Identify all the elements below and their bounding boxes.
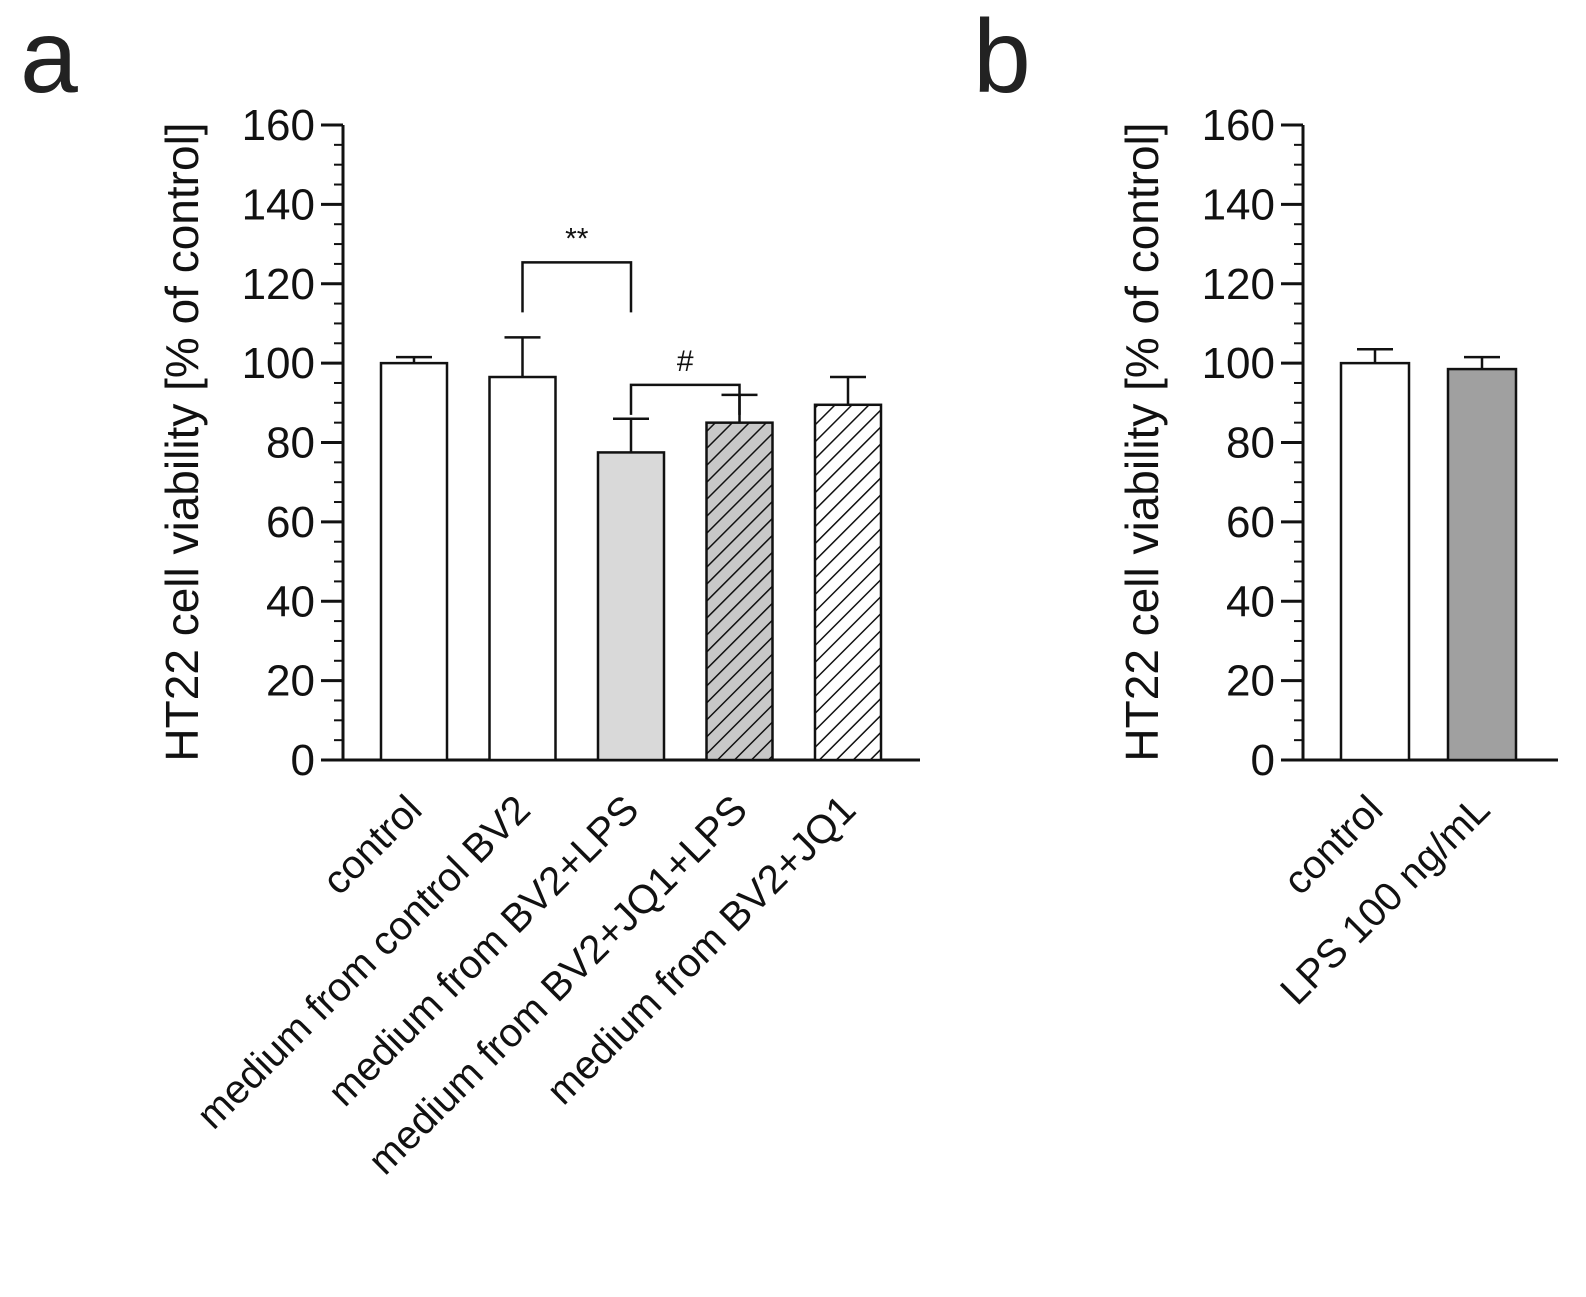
y-tick-label: 40: [266, 577, 315, 626]
y-tick-label: 80: [1226, 419, 1275, 468]
y-tick-label: 60: [266, 498, 315, 547]
y-tick-label: 120: [1202, 260, 1275, 309]
significance-bracket: [629, 383, 741, 415]
bar: [596, 451, 666, 762]
y-tick-label: 160: [1202, 101, 1275, 150]
bar: [813, 403, 883, 762]
y-tick-label: 20: [266, 657, 315, 706]
y-tick-label: 60: [1226, 498, 1275, 547]
y-axis-label: HT22 cell viability [% of control]: [156, 122, 208, 761]
y-tick-label: 100: [242, 339, 315, 388]
y-tick-label: 0: [1251, 736, 1275, 785]
y-tick-label: 160: [242, 101, 315, 150]
bar: [1446, 367, 1518, 762]
significance-bracket: [521, 261, 633, 313]
y-tick-label: 40: [1226, 577, 1275, 626]
y-tick-label: 100: [1202, 339, 1275, 388]
panel-label: b: [973, 0, 1031, 115]
bar: [379, 361, 449, 762]
bar: [1339, 361, 1411, 762]
panel-label: a: [20, 0, 78, 115]
bar: [488, 375, 557, 762]
panel-a-chart: a HT22 cell viability [% of control] 0 20 40…: [20, 0, 920, 1183]
significance-label: #: [677, 345, 694, 378]
significance-label: **: [565, 222, 589, 255]
y-tick-label: 0: [291, 736, 315, 785]
panel-b-chart: b HT22 cell viability [% of control] 0 20 40…: [973, 0, 1558, 1013]
y-tick-label: 80: [266, 419, 315, 468]
y-axis-label: HT22 cell viability [% of control]: [1116, 122, 1168, 761]
y-tick-label: 140: [242, 180, 315, 229]
y-tick-label: 20: [1226, 657, 1275, 706]
y-tick-label: 120: [242, 260, 315, 309]
y-tick-label: 140: [1202, 180, 1275, 229]
bar: [705, 421, 774, 762]
